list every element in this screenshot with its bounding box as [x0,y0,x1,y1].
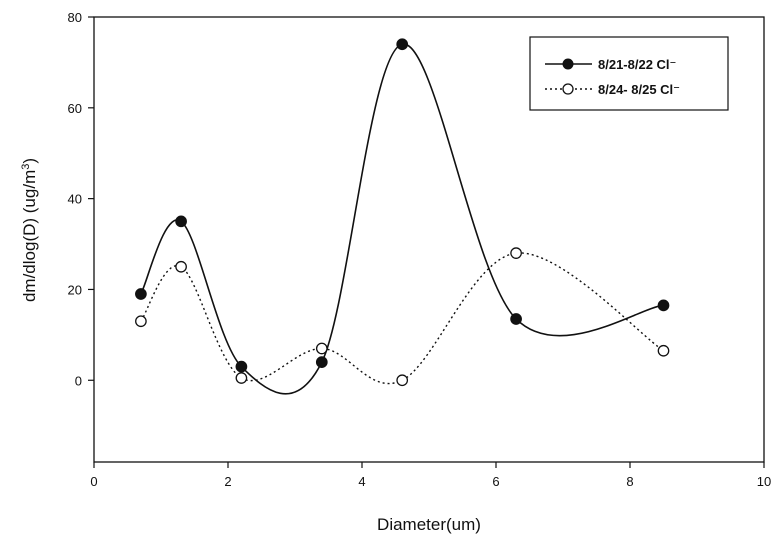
plot-frame [93,16,765,463]
series-line-2 [140,252,664,385]
axis-ticks: 0 2 4 6 8 10 0 20 40 60 80 [68,10,772,489]
x-tick-label: 8 [626,474,633,489]
legend-marker-series-2 [562,83,574,95]
legend-marker-series-1 [562,58,574,70]
data-point-series-1 [135,288,147,300]
y-tick-label: 60 [68,101,82,116]
y-axis-title: dm/dlog(D) (ug/m3) [20,158,39,302]
data-point-series-2 [315,342,328,355]
y-tick-label: 80 [68,10,82,25]
data-point-series-1 [175,215,187,228]
x-tick-label: 10 [757,474,771,489]
data-point-series-2 [235,372,248,384]
data-point-series-1 [235,360,248,373]
data-point-series-2 [135,315,147,328]
y-axis-title-main: dm/dlog(D) (ug/m [20,170,39,302]
legend-label-series-2: 8/24- 8/25 Cl⁻ [598,82,680,97]
y-tick-label: 20 [68,282,82,297]
x-tick-label: 0 [90,474,97,489]
data-point-series-2 [657,344,670,357]
legend-label-series-1: 8/21-8/22 Cl⁻ [598,57,676,72]
data-point-series-1 [315,356,328,368]
legend: 8/21-8/22 Cl⁻ 8/24- 8/25 Cl⁻ [529,36,729,111]
data-point-series-1 [510,313,522,325]
x-tick-label: 4 [358,474,365,489]
y-axis-title-superscript: 3 [20,164,32,170]
data-point-series-2 [396,374,409,387]
y-tick-label: 0 [75,373,82,388]
data-markers [135,38,670,387]
data-point-series-2 [510,247,522,259]
legend-box [529,36,729,111]
data-point-series-2 [175,260,187,273]
y-axis-title-suffix: ) [20,158,39,164]
y-tick-label: 40 [68,192,82,207]
data-point-series-1 [396,38,409,51]
data-point-series-1 [657,299,670,312]
x-tick-label: 6 [492,474,499,489]
x-axis-title: Diameter(um) [377,515,481,534]
x-tick-label: 2 [224,474,231,489]
